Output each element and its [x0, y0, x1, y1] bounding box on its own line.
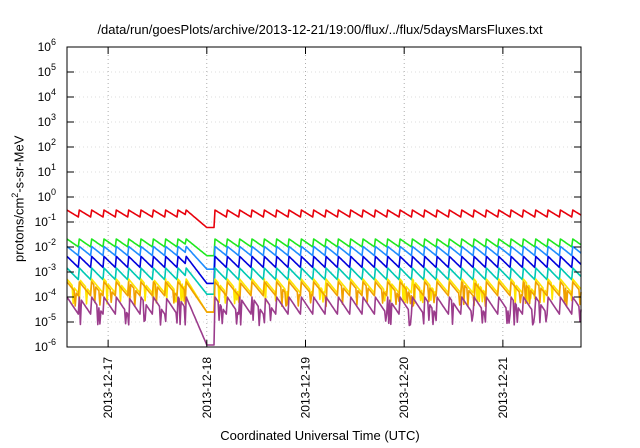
- series-line-6: [66, 281, 582, 313]
- x-tick-label: 2013-12-20: [397, 357, 411, 419]
- series-group: [66, 209, 582, 346]
- series-line-4: [66, 267, 582, 296]
- series-line-1: [66, 238, 582, 257]
- x-axis-label: Coordinated Universal Time (UTC): [220, 428, 420, 443]
- y-tick-label: 105: [38, 62, 56, 79]
- chart-title: /data/run/goesPlots/archive/2013-12-21/1…: [97, 22, 543, 37]
- series-line-0: [66, 209, 582, 229]
- y-tick-label: 10-4: [35, 287, 56, 304]
- y-tick-label: 10-2: [35, 237, 56, 254]
- x-tick-label: 2013-12-19: [298, 357, 312, 419]
- grid-lines: [67, 47, 581, 347]
- axes-group: 10-6 10-5 10-4 10-3 10-2 10-1 100 101 102 103 104 1…: [35, 37, 581, 418]
- y-tick-label: 103: [38, 112, 56, 129]
- y-tick-label: 100: [38, 187, 56, 204]
- y-tick-label: 102: [38, 137, 56, 154]
- y-axis-label-prefix: protons/cm: [11, 197, 27, 262]
- y-tick-label: 101: [38, 162, 56, 179]
- x-tick-label: 2013-12-18: [200, 357, 214, 419]
- series-line-2: [66, 245, 582, 271]
- x-tick-label: 2013-12-21: [496, 357, 510, 419]
- y-tick-label: 10-5: [35, 312, 56, 329]
- y-axis-label-sup: 2: [10, 192, 20, 198]
- y-tick-label: 106: [38, 37, 56, 54]
- y-tick-label: 10-3: [35, 262, 56, 279]
- series-line-3: [66, 255, 582, 285]
- y-tick-label: 104: [38, 87, 56, 104]
- y-tick-label: 10-6: [35, 337, 56, 354]
- series-line-7: [66, 296, 582, 346]
- y-axis-label-suffix: -s-sr-MeV: [11, 135, 27, 193]
- y-axis-label: protons/cm2-s-sr-MeV: [10, 136, 26, 262]
- y-tick-label: 10-1: [35, 212, 56, 229]
- x-tick-label: 2013-12-17: [101, 357, 115, 419]
